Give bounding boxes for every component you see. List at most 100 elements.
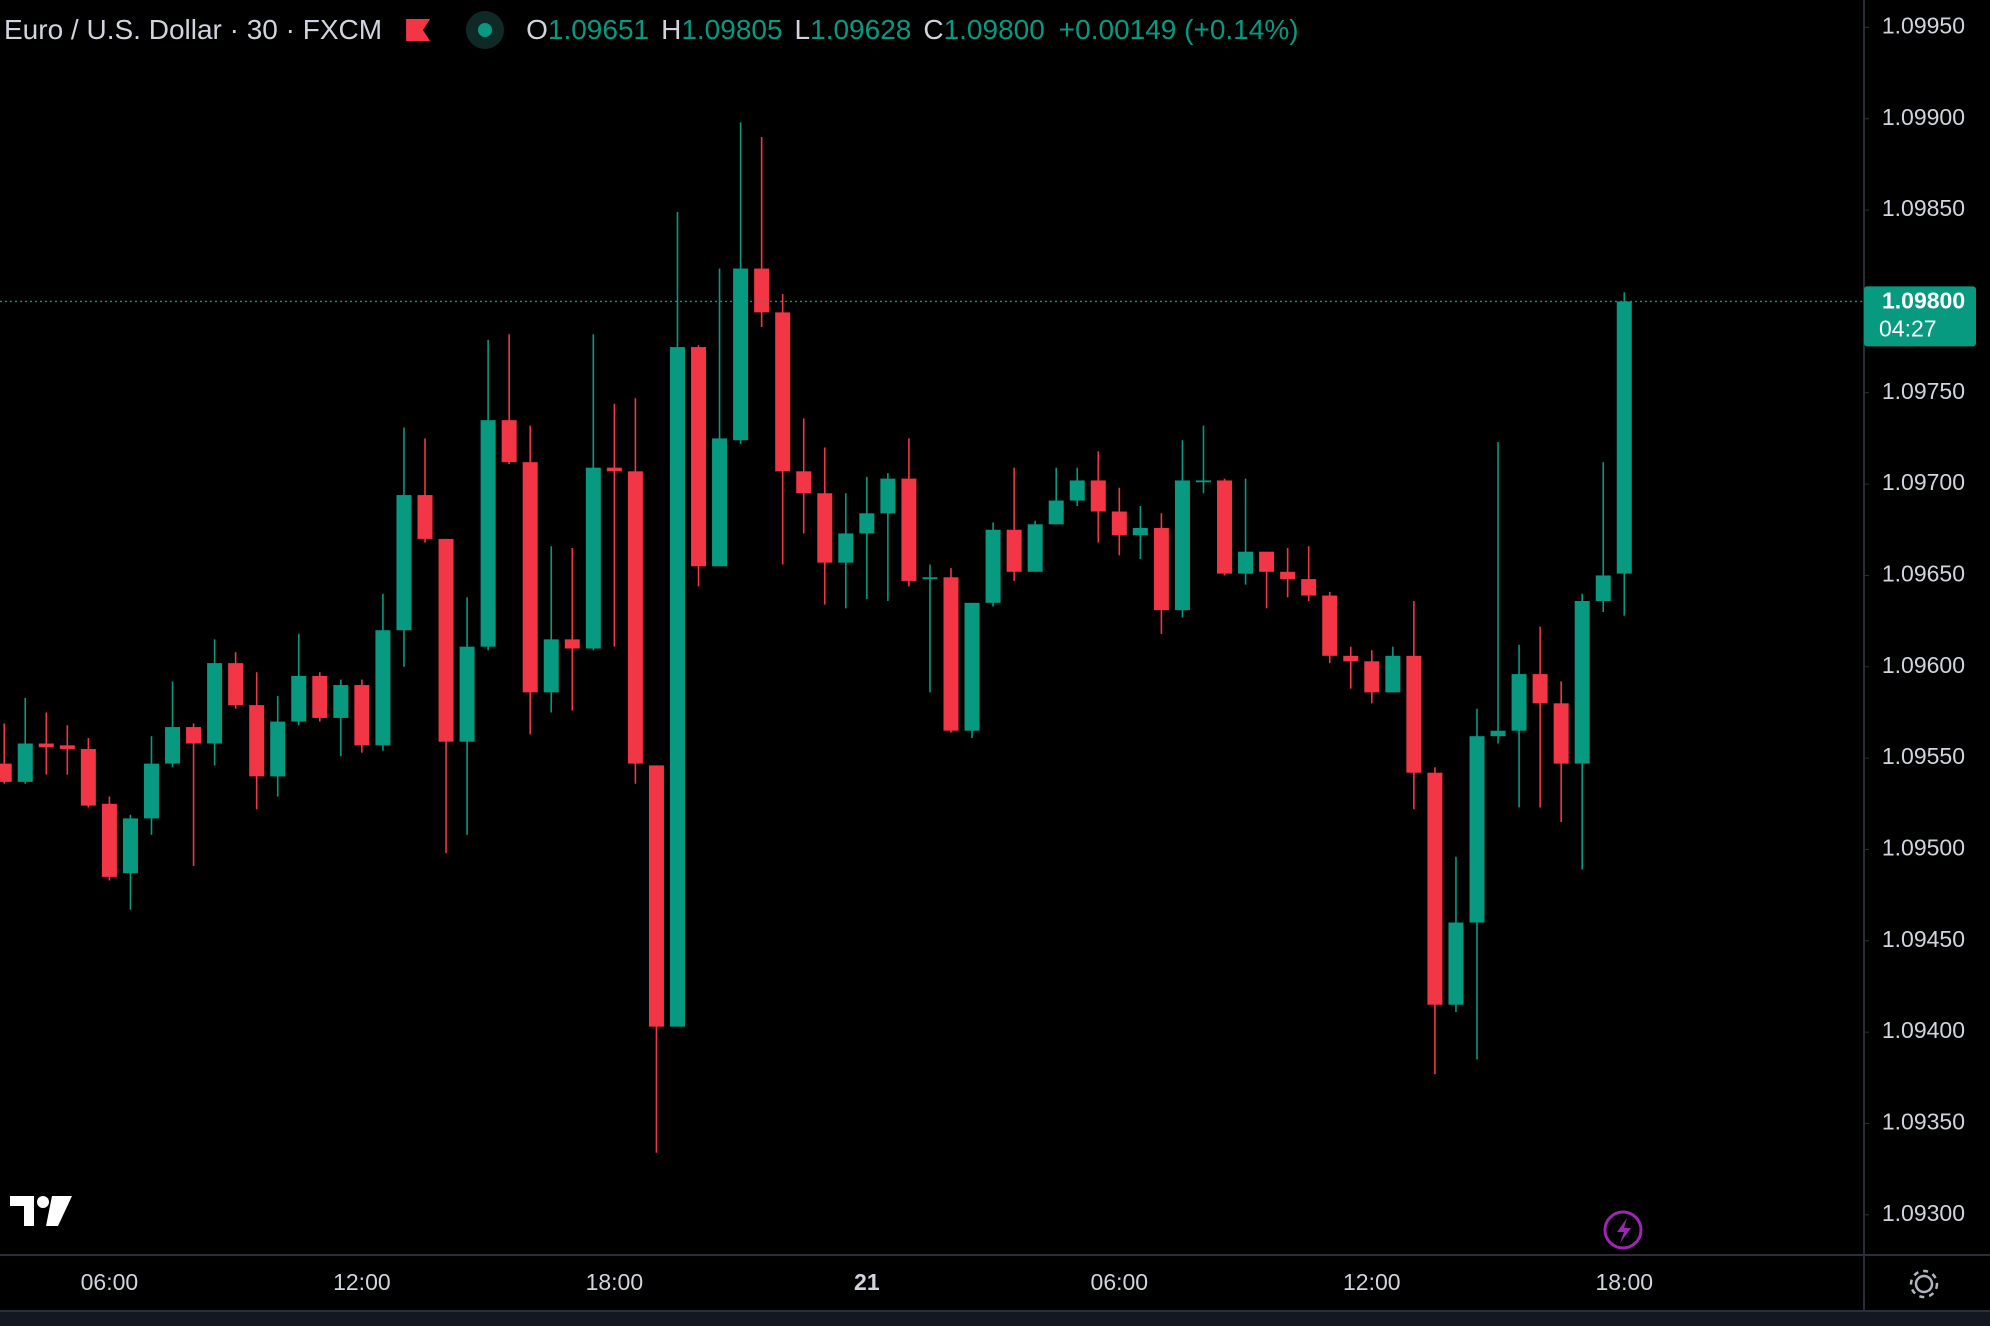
candle-body bbox=[417, 495, 433, 539]
y-tick-label: 1.09700 bbox=[1882, 469, 1965, 495]
candle-body bbox=[691, 347, 707, 567]
candle-body bbox=[1259, 551, 1275, 572]
candle-body bbox=[396, 495, 412, 631]
x-tick-label: 06:00 bbox=[1091, 1269, 1149, 1295]
candle-body bbox=[1027, 524, 1043, 572]
candle-body bbox=[143, 763, 159, 819]
candle-body bbox=[543, 639, 559, 693]
candle-body bbox=[312, 675, 328, 718]
candle-body bbox=[712, 438, 728, 567]
symbol-title: Euro / U.S. Dollar · 30 · FXCM bbox=[4, 14, 383, 45]
candle-body bbox=[1048, 500, 1064, 525]
ohlc-label: O bbox=[526, 14, 548, 45]
ohlc-value: 1.09651 bbox=[547, 14, 650, 45]
y-tick-label: 1.09550 bbox=[1882, 743, 1965, 769]
candle-body bbox=[733, 268, 749, 441]
candle-body bbox=[1090, 480, 1106, 512]
legend-header: Euro / U.S. Dollar · 30 · FXCM O 1.09651 … bbox=[4, 10, 1299, 50]
candle-body bbox=[17, 743, 33, 782]
candle-body bbox=[1280, 571, 1296, 580]
candle-body bbox=[501, 420, 517, 463]
candle-body bbox=[627, 471, 643, 764]
candle-body bbox=[1301, 579, 1317, 596]
candle-body bbox=[1343, 655, 1359, 662]
price-tag-countdown: 04:27 bbox=[1879, 315, 1937, 341]
candle-body bbox=[1174, 480, 1190, 611]
candle-body bbox=[922, 577, 938, 580]
candle-body bbox=[1069, 480, 1085, 501]
tv-logo bbox=[10, 1196, 72, 1226]
candle-body bbox=[228, 663, 244, 706]
candle-body bbox=[943, 577, 959, 731]
candle-body bbox=[38, 743, 54, 748]
y-tick-label: 1.09450 bbox=[1882, 926, 1965, 952]
ohlc-value: 1.09800 bbox=[943, 14, 1045, 45]
candle-body bbox=[1364, 661, 1380, 693]
candle-body bbox=[796, 471, 812, 494]
ohlc-label: C bbox=[923, 14, 944, 45]
candle-body bbox=[1006, 529, 1022, 572]
price-tag-value: 1.09800 bbox=[1882, 287, 1965, 313]
candle-body bbox=[880, 478, 896, 514]
y-tick-label: 1.09600 bbox=[1882, 652, 1965, 678]
candle-body bbox=[1153, 527, 1169, 611]
flag-icon[interactable] bbox=[406, 19, 431, 41]
candle-body bbox=[1217, 480, 1233, 574]
candle-body bbox=[291, 675, 307, 722]
ohlc-value: 1.09805 bbox=[681, 14, 783, 45]
ohlc-label: L bbox=[794, 14, 811, 45]
candle-body bbox=[480, 420, 496, 647]
candle-body bbox=[1195, 480, 1211, 483]
candle-body bbox=[1616, 301, 1632, 574]
candle-body bbox=[354, 685, 370, 746]
candle-body bbox=[1385, 655, 1401, 693]
candle-body bbox=[249, 705, 265, 777]
candle-body bbox=[1111, 511, 1127, 536]
x-tick-label: 18:00 bbox=[1595, 1269, 1653, 1295]
candle-body bbox=[901, 478, 917, 581]
y-tick-label: 1.09400 bbox=[1882, 1017, 1965, 1043]
candle-body bbox=[1448, 922, 1464, 1005]
candle-body bbox=[1595, 575, 1611, 602]
candle-body bbox=[186, 727, 202, 744]
y-tick-label: 1.09750 bbox=[1882, 378, 1965, 404]
change: +0.00149 (+0.14%) bbox=[1058, 14, 1299, 45]
candle-body bbox=[165, 727, 181, 764]
candle-body bbox=[585, 467, 601, 649]
x-tick-label: 12:00 bbox=[333, 1269, 391, 1295]
candle-body bbox=[606, 467, 622, 472]
candle-body bbox=[207, 663, 223, 744]
candle-body bbox=[270, 721, 286, 777]
candle-body bbox=[964, 602, 980, 731]
candle-body bbox=[1406, 655, 1422, 773]
x-tick-label: 12:00 bbox=[1343, 1269, 1401, 1295]
settings-gear[interactable] bbox=[1909, 1269, 1939, 1299]
candle-body bbox=[59, 745, 75, 749]
price-tag bbox=[1864, 286, 1976, 347]
candle-body bbox=[838, 533, 854, 563]
candle-body bbox=[0, 763, 12, 782]
candle-body bbox=[459, 646, 475, 742]
candle-body bbox=[669, 347, 685, 1027]
candle-body bbox=[985, 529, 1001, 603]
bottom-bar bbox=[0, 1311, 1990, 1326]
candle-body bbox=[1469, 736, 1485, 923]
y-tick-label: 1.09900 bbox=[1882, 104, 1965, 130]
candle-body bbox=[817, 493, 833, 563]
candle-body bbox=[1532, 674, 1548, 704]
y-tick-label: 1.09650 bbox=[1882, 561, 1965, 587]
candle-body bbox=[859, 513, 875, 534]
candle-body bbox=[122, 818, 138, 874]
y-tick-label: 1.09350 bbox=[1882, 1109, 1965, 1135]
candle-body bbox=[1490, 730, 1506, 737]
lightning-button[interactable] bbox=[1603, 1210, 1643, 1250]
candle-body bbox=[1427, 772, 1443, 1005]
y-tick-label: 1.09950 bbox=[1882, 12, 1965, 38]
candle-body bbox=[1322, 595, 1338, 656]
candle-body bbox=[648, 765, 664, 1027]
candle-body bbox=[522, 462, 538, 693]
candle-body bbox=[775, 312, 791, 472]
